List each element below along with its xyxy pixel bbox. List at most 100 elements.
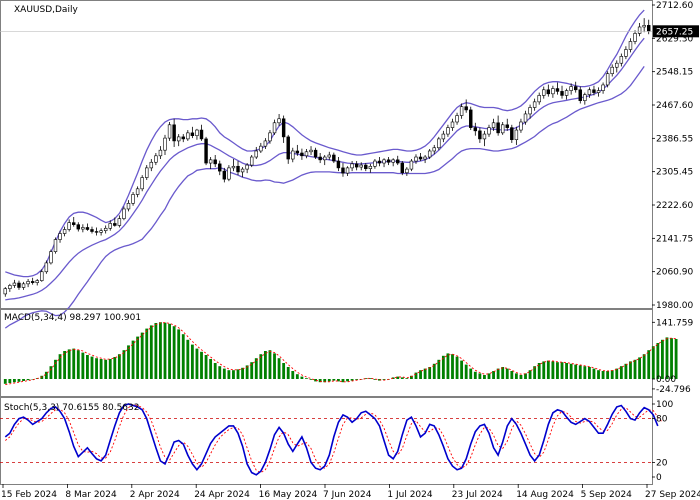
candle-body xyxy=(633,33,637,42)
symbol-label: XAUUSD,Daily xyxy=(14,5,78,15)
candle-body xyxy=(555,88,560,92)
stoch-panel: 100 80 20 0 xyxy=(0,397,673,485)
macd-bar xyxy=(350,379,354,381)
candle-body xyxy=(117,218,122,226)
macd-bar xyxy=(168,323,171,379)
macd-bar xyxy=(437,359,441,379)
macd-bar xyxy=(606,371,610,379)
macd-tick-label: 0.00 xyxy=(656,375,676,385)
candle-body xyxy=(583,94,587,101)
macd-bar xyxy=(578,365,582,379)
candle-body xyxy=(259,145,263,152)
macd-bar xyxy=(286,367,290,379)
candle-body xyxy=(628,41,633,50)
candle-body xyxy=(186,132,190,140)
macd-bar xyxy=(514,373,518,379)
candle-body xyxy=(386,159,391,163)
candle-body xyxy=(587,89,592,95)
candle-body xyxy=(53,239,58,252)
candle-body xyxy=(67,222,71,230)
macd-bar xyxy=(8,379,12,383)
macd-bar xyxy=(54,359,57,379)
candle-body xyxy=(354,163,359,168)
macd-bar xyxy=(190,344,194,379)
macd-bar xyxy=(122,350,126,379)
candle-body xyxy=(514,129,519,141)
candle-body xyxy=(537,95,541,103)
candle-body xyxy=(167,124,172,139)
last-price-tag xyxy=(653,25,699,38)
x-tick-label: 1 Jul 2024 xyxy=(387,490,432,500)
candle-body xyxy=(300,152,304,157)
candle-body xyxy=(309,149,313,153)
macd-bar xyxy=(72,348,76,379)
macd-bar xyxy=(140,332,144,379)
candle-body xyxy=(423,156,427,160)
macd-bar xyxy=(460,360,464,379)
bollinger-middle-line xyxy=(5,37,645,301)
macd-bar xyxy=(492,371,495,379)
candle-body xyxy=(268,132,272,142)
macd-bar xyxy=(318,379,322,383)
candle-body xyxy=(236,165,240,173)
macd-bar xyxy=(656,343,660,379)
candle-body xyxy=(21,283,26,288)
candle-body xyxy=(190,132,195,136)
macd-bar xyxy=(414,372,418,379)
macd-bar xyxy=(332,379,336,381)
macd-bar xyxy=(295,374,299,379)
candle-body xyxy=(441,133,446,140)
candle-body xyxy=(564,90,569,96)
candle-body xyxy=(103,227,108,231)
candle-body xyxy=(227,167,231,180)
candle-body xyxy=(76,224,81,230)
candle-body xyxy=(181,136,185,140)
candle-body xyxy=(222,170,227,180)
candle-body xyxy=(17,282,21,288)
candle-body xyxy=(49,251,53,264)
macd-bar xyxy=(63,351,67,379)
candle-body xyxy=(359,164,363,168)
candle-body xyxy=(482,133,487,140)
candle-body xyxy=(350,163,354,169)
candle-body xyxy=(505,124,509,128)
candle-body xyxy=(528,107,532,115)
macd-bar xyxy=(670,338,673,379)
macd-panel: 141.759 0.00-24.796 xyxy=(0,309,693,397)
candle-body xyxy=(396,159,400,164)
candle-body xyxy=(62,229,67,234)
candle-body xyxy=(81,227,85,230)
macd-bar xyxy=(368,378,372,379)
macd-bar xyxy=(355,379,359,380)
candle-body xyxy=(163,137,167,151)
macd-bar xyxy=(67,349,71,379)
macd-bar xyxy=(177,329,181,379)
macd-bar xyxy=(419,370,422,379)
macd-bar xyxy=(154,323,158,379)
candle-body xyxy=(382,159,386,164)
price-tick-label: 1980.00 xyxy=(656,301,693,311)
macd-tick-label: -24.796 xyxy=(656,385,691,395)
macd-bar xyxy=(455,356,459,379)
candle-body xyxy=(418,156,423,160)
price-tick-label: 2222.60 xyxy=(656,201,693,211)
macd-bar xyxy=(99,359,103,379)
macd-bar xyxy=(163,322,167,379)
candle-body xyxy=(145,167,149,178)
macd-bar xyxy=(254,358,258,379)
x-tick-label: 5 Sep 2024 xyxy=(581,490,633,500)
macd-bar xyxy=(186,339,190,379)
price-panel: 2712.60 2629.30 2548.15 2467.60 2386.55 2305.… xyxy=(0,0,699,329)
candle-body xyxy=(313,149,318,158)
macd-bar xyxy=(597,370,600,379)
candle-body xyxy=(44,262,49,273)
macd-bar xyxy=(81,352,85,379)
price-tick-label: 2629.30 xyxy=(656,34,693,44)
candle-body xyxy=(373,160,377,167)
candle-body xyxy=(240,168,245,173)
macd-bar xyxy=(181,334,185,379)
x-tick-label: 24 Apr 2024 xyxy=(194,490,250,500)
macd-bar xyxy=(446,353,450,379)
macd-bar xyxy=(432,363,436,379)
candle-body xyxy=(323,156,327,161)
